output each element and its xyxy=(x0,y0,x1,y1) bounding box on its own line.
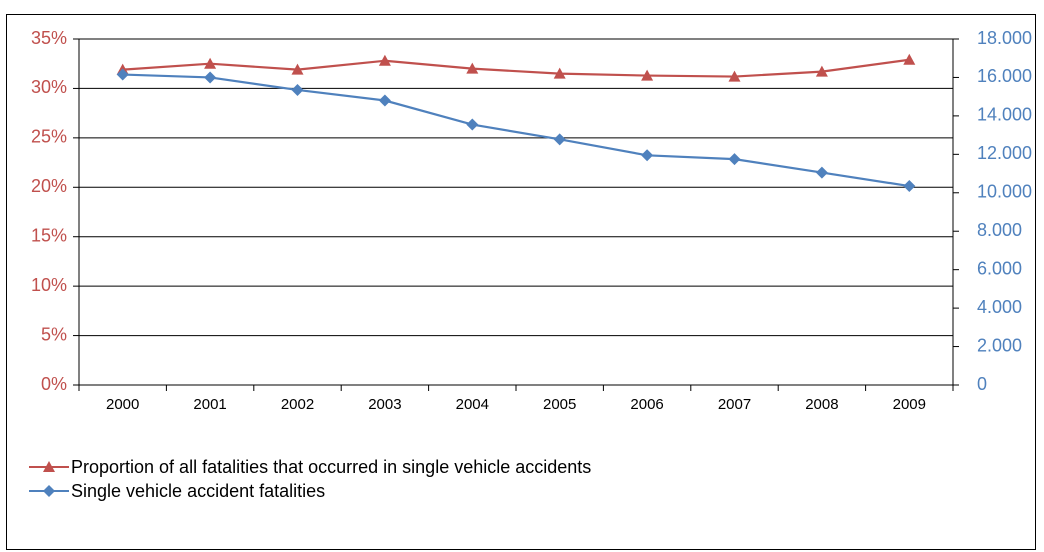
right-tick-label: 16.000 xyxy=(977,66,1032,86)
data-point-triangle xyxy=(903,53,916,65)
x-tick-label: 2008 xyxy=(805,396,838,413)
data-point-triangle xyxy=(378,54,391,66)
left-tick-label: 15% xyxy=(31,225,67,245)
data-point-triangle xyxy=(815,65,828,77)
legend-item-fatalities: Single vehicle accident fatalities xyxy=(29,479,591,503)
right-tick-label: 12.000 xyxy=(977,143,1032,163)
chart-frame: 0% 5% 10% 15% 20% 25% 30% 35% 0 2.000 4.000 6.000 8.… xyxy=(6,14,1036,550)
data-point-diamond xyxy=(641,149,654,162)
legend-label: Single vehicle accident fatalities xyxy=(71,480,326,501)
right-tick-label: 10.000 xyxy=(977,182,1032,202)
x-tick-label: 2007 xyxy=(718,396,751,413)
x-tick-label: 2000 xyxy=(106,396,139,413)
data-point-diamond xyxy=(116,68,129,81)
left-tick-label: 0% xyxy=(41,374,67,394)
x-tick-label: 2001 xyxy=(193,396,226,413)
right-tick-label: 6.000 xyxy=(977,258,1022,278)
data-point-diamond xyxy=(553,133,566,146)
data-point-diamond xyxy=(204,71,217,84)
data-point-diamond xyxy=(466,118,479,131)
left-tick-label: 35% xyxy=(31,28,67,48)
left-tick-label: 25% xyxy=(31,127,67,147)
data-point-diamond xyxy=(728,153,741,166)
right-tick-label: 2.000 xyxy=(977,335,1022,355)
left-tick-label: 10% xyxy=(31,275,67,295)
data-point-triangle xyxy=(728,70,741,82)
right-tick-label: 18.000 xyxy=(977,28,1032,48)
triangle-marker-icon xyxy=(29,461,69,472)
data-point-diamond xyxy=(903,180,916,193)
x-tick-label: 2004 xyxy=(456,396,489,413)
x-tick-label: 2009 xyxy=(893,396,926,413)
right-tick-label: 14.000 xyxy=(977,105,1032,125)
data-point-diamond xyxy=(291,83,304,96)
x-tick-label: 2003 xyxy=(368,396,401,413)
data-point-triangle xyxy=(204,57,217,69)
legend-item-proportion: Proportion of all fatalities that occurr… xyxy=(29,455,591,479)
right-tick-label: 4.000 xyxy=(977,297,1022,317)
x-tick-label: 2002 xyxy=(281,396,314,413)
data-point-triangle xyxy=(553,67,566,79)
series-line xyxy=(122,58,910,78)
data-point-diamond xyxy=(378,94,391,107)
legend: Proportion of all fatalities that occurr… xyxy=(29,455,591,503)
data-point-triangle xyxy=(466,62,479,74)
data-point-triangle xyxy=(641,69,654,81)
left-tick-label: 30% xyxy=(31,77,67,97)
x-tick-label: 2006 xyxy=(630,396,663,413)
diamond-marker-icon xyxy=(29,485,69,497)
x-tick-label: 2005 xyxy=(543,396,576,413)
data-point-triangle xyxy=(291,63,304,75)
data-point-diamond xyxy=(815,166,828,179)
left-tick-label: 20% xyxy=(31,176,67,196)
chart-svg: 0% 5% 10% 15% 20% 25% 30% 35% 0 2.000 4.000 6.000 8.… xyxy=(31,28,1032,413)
right-tick-label: 8.000 xyxy=(977,220,1022,240)
legend-label: Proportion of all fatalities that occurr… xyxy=(71,456,592,477)
left-tick-label: 5% xyxy=(41,324,67,344)
right-tick-label: 0 xyxy=(977,374,987,394)
series-line xyxy=(122,73,910,188)
